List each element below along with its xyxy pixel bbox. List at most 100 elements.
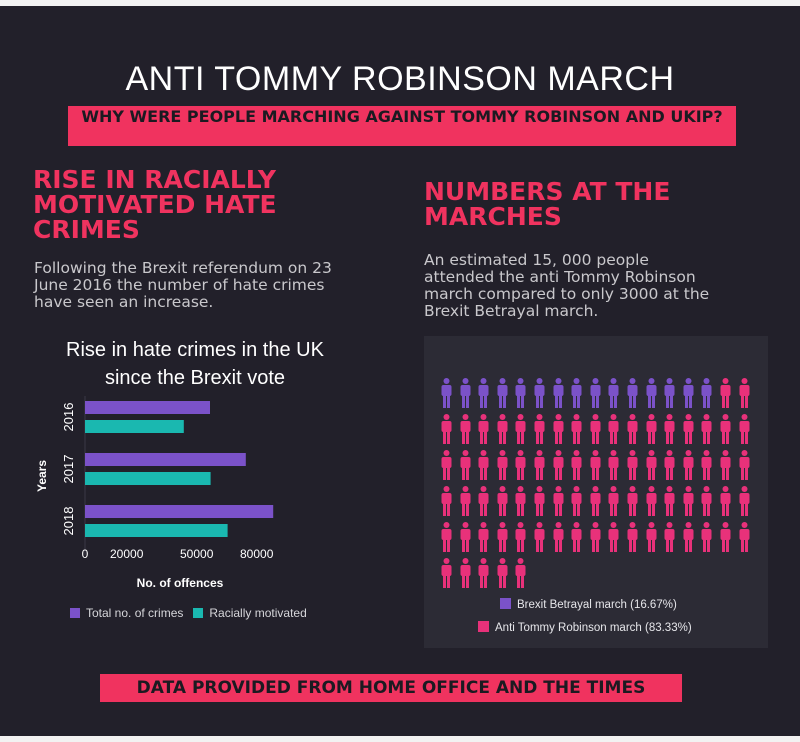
person-icon (589, 414, 602, 444)
legend-swatch-purple (500, 598, 511, 609)
person-icon (645, 378, 658, 408)
bar-2017-racial (85, 472, 211, 485)
person-icon (719, 378, 732, 408)
person-icon (645, 414, 658, 444)
person-icon (738, 450, 751, 480)
legend-item-brexit-betrayal: Brexit Betrayal march (16.67%) (500, 598, 677, 611)
bar-2016-total (85, 401, 210, 414)
person-icon (459, 522, 472, 552)
legend-item: Total no. of crimes (70, 606, 183, 620)
legend-label: Racially motivated (209, 606, 307, 620)
person-icon (459, 450, 472, 480)
person-icon (663, 522, 676, 552)
person-icon (682, 522, 695, 552)
legend-item-anti-tommy: Anti Tommy Robinson march (83.33%) (478, 621, 692, 634)
person-icon (514, 522, 527, 552)
pictogram-panel: Brexit Betrayal march (16.67%) Anti Tomm… (424, 336, 768, 648)
legend-item: Racially motivated (193, 606, 307, 620)
person-icon (459, 378, 472, 408)
legend-label: Anti Tommy Robinson march (83.33%) (495, 622, 692, 634)
person-icon (477, 414, 490, 444)
person-icon (663, 450, 676, 480)
person-icon (570, 414, 583, 444)
person-icon (552, 414, 565, 444)
marches-text: An estimated 15, 000 people attended the… (424, 251, 710, 320)
person-icon (682, 414, 695, 444)
person-icon (607, 450, 620, 480)
page-title: ANTI TOMMY ROBINSON MARCH (125, 60, 675, 98)
hate-crimes-bar-chart: 2016 2017 2018 0 20000 50000 80000 No. of offen… (35, 396, 274, 590)
person-icon (514, 558, 527, 588)
person-icon (682, 378, 695, 408)
person-icon (533, 378, 546, 408)
person-icon (552, 378, 565, 408)
person-icon (607, 486, 620, 516)
person-icon (645, 450, 658, 480)
person-icon (552, 522, 565, 552)
person-icon (440, 414, 453, 444)
person-icon (496, 378, 509, 408)
legend-swatch (193, 608, 204, 618)
bar-2017-total (85, 453, 246, 466)
person-icon (626, 378, 639, 408)
person-icon (440, 558, 453, 588)
person-icon (738, 486, 751, 516)
person-icon (496, 414, 509, 444)
x-tick-label: 20000 (110, 547, 144, 561)
person-icon (607, 414, 620, 444)
person-icon (533, 414, 546, 444)
icon-row (440, 414, 760, 450)
person-icon (459, 558, 472, 588)
person-icon (719, 522, 732, 552)
person-icon (477, 378, 490, 408)
person-icon (440, 522, 453, 552)
person-icon (700, 414, 713, 444)
icon-row (440, 378, 760, 414)
person-icon (626, 486, 639, 516)
person-icon (589, 378, 602, 408)
person-icon (700, 450, 713, 480)
y-tick-label: 2017 (61, 455, 76, 484)
bar-chart-title: Rise in hate crimes in the UK since the … (66, 339, 324, 389)
person-icon (533, 450, 546, 480)
x-tick-label: 50000 (180, 547, 214, 561)
person-icon (589, 486, 602, 516)
person-icon (607, 378, 620, 408)
person-icon (626, 522, 639, 552)
subtitle-banner: WHY WERE PEOPLE MARCHING AGAINST TOMMY R… (68, 106, 736, 146)
y-tick-label: 2018 (61, 507, 76, 536)
x-axis-label: No. of offences (137, 576, 224, 590)
x-tick-label: 0 (82, 547, 89, 561)
person-icon (719, 486, 732, 516)
person-icon (570, 378, 583, 408)
person-icon (533, 486, 546, 516)
marches-heading: NUMBERS AT THE MARCHES (424, 177, 671, 231)
legend-label: Total no. of crimes (86, 606, 184, 620)
person-icon (552, 450, 565, 480)
pictogram-icons (440, 378, 760, 594)
icon-row (440, 486, 760, 522)
person-icon (514, 414, 527, 444)
person-icon (459, 486, 472, 516)
y-tick-label: 2016 (61, 403, 76, 432)
hate-crimes-text: Following the Brexit referendum on 23 Ju… (34, 259, 332, 311)
bar-2016-racial (85, 420, 184, 433)
person-icon (738, 378, 751, 408)
footer-banner: DATA PROVIDED FROM HOME OFFICE AND THE T… (100, 674, 682, 702)
person-icon (477, 558, 490, 588)
person-icon (496, 522, 509, 552)
hate-crimes-heading: RISE IN RACIALLY MOTIVATED HATE CRIMES (33, 165, 277, 244)
person-icon (626, 450, 639, 480)
bar-chart-legend: Total no. of crimes Racially motivated (70, 606, 317, 620)
person-icon (514, 378, 527, 408)
person-icon (645, 486, 658, 516)
person-icon (459, 414, 472, 444)
person-icon (645, 522, 658, 552)
person-icon (682, 450, 695, 480)
icon-row (440, 522, 760, 558)
person-icon (570, 522, 583, 552)
y-axis-label: Years (35, 460, 49, 492)
bar-2018-racial (85, 524, 228, 537)
person-icon (719, 450, 732, 480)
person-icon (570, 486, 583, 516)
